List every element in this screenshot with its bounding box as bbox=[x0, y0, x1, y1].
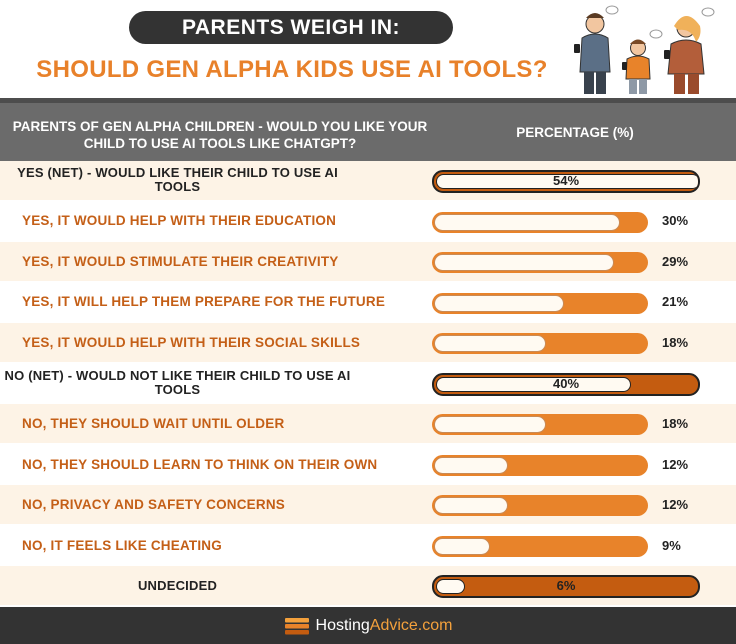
value-label: 29% bbox=[662, 253, 689, 269]
chart-row: UNDECIDED 6% bbox=[0, 566, 736, 606]
category-label: NO, PRIVACY AND SAFETY CONCERNS bbox=[22, 497, 285, 513]
server-logo-icon bbox=[284, 617, 309, 634]
value-label: 9% bbox=[662, 537, 681, 553]
chart-row: NO, THEY SHOULD LEARN TO THINK ON THEIR … bbox=[0, 445, 736, 484]
category-label: YES, IT WOULD STIMULATE THEIR CREATIVITY bbox=[22, 253, 339, 269]
brand-tld: .com bbox=[417, 616, 453, 634]
value-label: 12% bbox=[662, 497, 689, 513]
bar-track bbox=[432, 211, 648, 233]
value-label: 6% bbox=[556, 578, 576, 594]
bar-chart: YES (NET) - WOULD LIKE THEIR CHILD TO US… bbox=[0, 161, 736, 607]
bar bbox=[434, 213, 620, 231]
chart-row: YES, IT WILL HELP THEM PREPARE FOR THE F… bbox=[0, 283, 736, 322]
bar-track bbox=[432, 252, 648, 274]
bar bbox=[434, 497, 509, 515]
bar bbox=[436, 579, 466, 595]
bar-track bbox=[432, 170, 700, 193]
value-label: 18% bbox=[662, 334, 689, 350]
question-column-header: PARENTS OF GEN ALPHA CHILDREN - WOULD YO… bbox=[12, 119, 428, 151]
chart-row: YES, IT WOULD STIMULATE THEIR CREATIVITY… bbox=[0, 242, 736, 281]
brand-advice: Advice bbox=[369, 616, 418, 634]
footer: Hosting Advice .com bbox=[0, 607, 736, 644]
category-label: NO, IT FEELS LIKE CHEATING bbox=[22, 537, 222, 553]
category-label: YES, IT WOULD HELP WITH THEIR SOCIAL SKI… bbox=[22, 334, 361, 350]
bar bbox=[434, 335, 546, 353]
value-label: 12% bbox=[662, 456, 689, 472]
bar-track bbox=[432, 372, 700, 396]
bar bbox=[436, 376, 632, 392]
category-label: NO, THEY SHOULD LEARN TO THINK ON THEIR … bbox=[22, 456, 378, 472]
bar bbox=[434, 254, 614, 272]
chart-row: NO, PRIVACY AND SAFETY CONCERNS 12% bbox=[0, 485, 736, 524]
bar-track bbox=[432, 292, 648, 314]
people-on-phones-illustration bbox=[574, 5, 715, 94]
value-label: 40% bbox=[552, 375, 580, 391]
bar bbox=[434, 456, 509, 474]
chart-row: NO, THEY SHOULD WAIT UNTIL OLDER 18% bbox=[0, 404, 736, 443]
header: PARENTS WEIGH IN: SHOULD GEN ALPHA KIDS … bbox=[0, 0, 736, 98]
chart-row: YES, IT WOULD HELP WITH THEIR EDUCATION 3… bbox=[0, 202, 736, 241]
category-label: NO, THEY SHOULD WAIT UNTIL OLDER bbox=[22, 416, 285, 432]
bar-track bbox=[432, 414, 648, 436]
chart-row: YES, IT WOULD HELP WITH THEIR SOCIAL SKI… bbox=[0, 323, 736, 362]
value-label: 54% bbox=[552, 172, 580, 188]
bar bbox=[434, 416, 546, 434]
bar-track bbox=[432, 495, 648, 517]
value-label: 21% bbox=[662, 294, 689, 310]
category-label: YES (NET) - WOULD LIKE THEIR CHILD TO US… bbox=[17, 165, 338, 195]
value-label: 18% bbox=[662, 416, 689, 432]
chart-row: YES (NET) - WOULD LIKE THEIR CHILD TO US… bbox=[0, 161, 736, 200]
bar-track bbox=[432, 535, 648, 557]
title: PARENTS WEIGH IN: bbox=[129, 11, 453, 44]
bar bbox=[434, 537, 490, 555]
category-label: NO (NET) - WOULD NOT LIKE THEIR CHILD TO… bbox=[4, 368, 351, 398]
column-header-bar: PARENTS OF GEN ALPHA CHILDREN - WOULD YO… bbox=[0, 98, 736, 161]
bar-track bbox=[432, 454, 648, 476]
brand-hosting: Hosting bbox=[315, 616, 370, 634]
percentage-column-header: PERCENTAGE (%) bbox=[516, 125, 634, 140]
category-label: UNDECIDED bbox=[137, 577, 218, 593]
bar-track bbox=[432, 575, 700, 599]
chart-row: NO (NET) - WOULD NOT LIKE THEIR CHILD TO… bbox=[0, 364, 736, 403]
category-label: YES, IT WILL HELP THEM PREPARE FOR THE F… bbox=[22, 294, 386, 310]
bar-track bbox=[432, 333, 648, 355]
bar bbox=[436, 174, 698, 189]
subtitle: SHOULD GEN ALPHA KIDS USE AI TOOLS? bbox=[36, 56, 548, 83]
category-label: YES, IT WOULD HELP WITH THEIR EDUCATION bbox=[22, 213, 337, 229]
value-label: 30% bbox=[662, 213, 689, 229]
bar bbox=[434, 294, 565, 312]
chart-row: NO, IT FEELS LIKE CHEATING 9% bbox=[0, 526, 736, 565]
